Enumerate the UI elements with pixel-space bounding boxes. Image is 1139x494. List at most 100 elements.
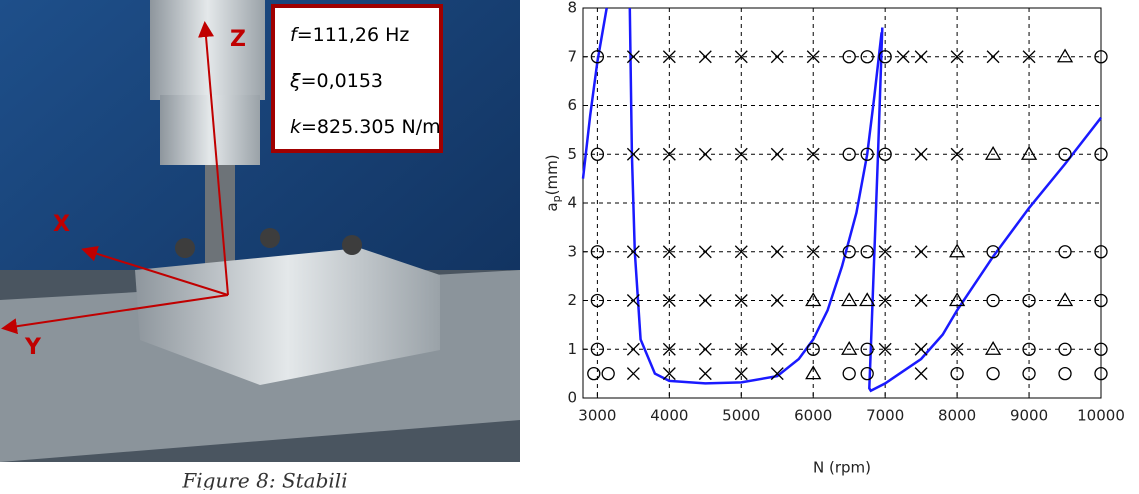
y-tick-label: 1	[567, 340, 577, 358]
unstable-point	[806, 50, 820, 64]
y-axis-label: ap(mm)	[543, 154, 564, 211]
unstable-point	[662, 342, 676, 356]
stable-point	[1094, 147, 1108, 161]
unstable-point	[626, 147, 640, 161]
parameter-value: =111,26 Hz	[297, 24, 410, 46]
unstable-point	[626, 245, 640, 259]
unstable-point	[734, 294, 748, 307]
x-tick-label: 7000	[866, 407, 904, 425]
photo: Z X Y f=111,26 Hz ξ=0,0153 k=825.305 N/m	[0, 0, 520, 462]
chart: 0 1 2 3 4 5 6 7 8 3000 4000 5000 6000 7000 8000 9000 100…	[543, 0, 1125, 477]
bolt	[175, 238, 195, 258]
unstable-point	[950, 342, 964, 356]
z-arrow	[198, 21, 229, 296]
unstable-point	[698, 50, 712, 64]
x-tick-label: 10000	[1077, 407, 1125, 425]
unstable-point	[662, 147, 676, 161]
y-tick-label: 4	[567, 194, 577, 212]
unstable-point	[878, 245, 892, 259]
unstable-point	[662, 367, 676, 381]
stable-point	[986, 366, 1000, 381]
unstable-point	[734, 367, 748, 381]
unstable-point	[770, 245, 784, 259]
unstable-point	[698, 245, 712, 259]
stable-point	[587, 366, 601, 381]
marginal-point	[948, 243, 966, 258]
stable-point	[590, 293, 605, 308]
x-arrow	[81, 245, 229, 296]
axis-label: Y	[24, 335, 42, 360]
stable-point	[842, 245, 856, 259]
x-tick-label: 3000	[578, 407, 616, 425]
unstable-point	[914, 147, 928, 161]
unstable-point	[914, 342, 928, 356]
x-tick-label: 6000	[794, 407, 832, 425]
stable-point	[878, 147, 892, 161]
workpiece	[135, 248, 440, 385]
y-axis-label-rest: (mm)	[543, 154, 561, 195]
y-tick-label: 6	[567, 96, 577, 114]
stable-point	[590, 342, 605, 356]
stable-point	[1022, 293, 1036, 308]
stable-point	[1058, 342, 1072, 356]
parameter: k=825.305 N/m	[290, 116, 441, 138]
unstable-point	[698, 367, 712, 381]
stable-point	[950, 366, 964, 381]
marginal-point	[859, 292, 876, 307]
unstable-point	[626, 367, 640, 381]
unstable-point	[626, 50, 640, 64]
parameter-value: =825.305 N/m	[301, 116, 441, 138]
unstable-point	[734, 245, 748, 259]
marginal-point	[1056, 292, 1074, 307]
parameter-box	[271, 4, 443, 153]
unstable-point	[914, 245, 928, 259]
tool-holder	[160, 95, 260, 165]
unstable-point	[896, 50, 910, 64]
marginal-point	[841, 292, 858, 307]
x-tick-label: 9000	[1010, 407, 1048, 425]
unstable-point	[626, 294, 640, 307]
unstable-point	[1022, 50, 1036, 64]
parameter-symbol: f	[290, 24, 300, 46]
stable-point	[1022, 366, 1036, 381]
x-tick-label: 4000	[650, 407, 688, 425]
stable-point	[806, 342, 820, 356]
stable-point	[860, 366, 874, 381]
y-tick-label: 8	[567, 0, 577, 17]
unstable-point	[806, 147, 820, 161]
bolt	[260, 228, 280, 248]
unstable-point	[734, 50, 748, 64]
stable-point	[860, 147, 874, 161]
stable-point	[986, 293, 1000, 308]
marginal-point	[805, 292, 822, 307]
y-tick-label: 0	[567, 389, 577, 407]
unstable-point	[770, 147, 784, 161]
parameter-symbol: ξ	[289, 70, 301, 92]
y-tick-label: 3	[567, 242, 577, 260]
unstable-point	[734, 342, 748, 356]
unstable-point	[626, 342, 640, 356]
x-axis-label: N (rpm)	[813, 459, 871, 477]
unstable-point	[806, 245, 820, 259]
unstable-point	[662, 50, 676, 64]
unstable-point	[914, 294, 928, 307]
unstable-point	[770, 294, 784, 307]
bolt	[342, 235, 362, 255]
stable-point	[842, 147, 856, 161]
axis-label: X	[53, 212, 70, 237]
unstable-point	[770, 342, 784, 356]
unstable-point	[662, 245, 676, 259]
parameter: f=111,26 Hz	[290, 24, 409, 46]
unstable-point	[914, 367, 928, 381]
x-tick-label: 5000	[722, 407, 760, 425]
unstable-point	[734, 147, 748, 161]
stable-point	[878, 50, 892, 64]
marginal-point	[805, 365, 822, 380]
stable-point	[860, 50, 874, 64]
plot-frame	[582, 7, 1102, 399]
unstable-point	[698, 147, 712, 161]
stable-point	[1094, 293, 1108, 308]
stable-point	[590, 50, 605, 64]
unstable-point	[950, 50, 964, 64]
